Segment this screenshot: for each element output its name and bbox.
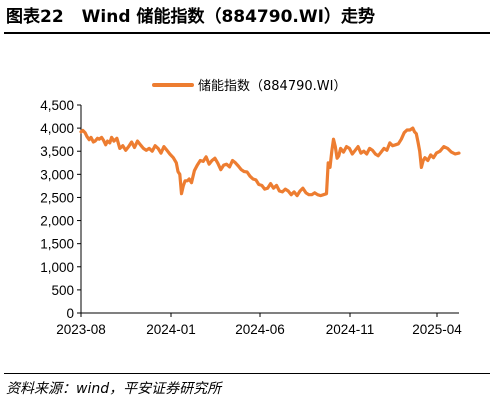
x-tick-label: 2024-11 xyxy=(326,322,375,337)
y-tick-label: 4,000 xyxy=(40,121,74,136)
y-tick-label: 0 xyxy=(66,306,74,321)
x-tick-label: 2025-04 xyxy=(412,322,462,337)
x-tick-label: 2023-08 xyxy=(56,322,106,337)
y-tick-label: 4,500 xyxy=(40,98,74,113)
series-line xyxy=(79,126,461,198)
y-tick-label: 3,000 xyxy=(40,167,74,182)
y-tick-label: 3,500 xyxy=(40,144,74,159)
figure-title: Wind 储能指数（884790.WI）走势 xyxy=(81,7,375,27)
y-axis: 0 500 1,000 1,500 2,000 2,500 3,000 3,500 4,000 4… xyxy=(40,98,82,321)
chart-legend: 储能指数（884790.WI） xyxy=(152,79,346,94)
footer-rule xyxy=(4,373,490,374)
source-note: 资料来源：wind，平安证券研究所 xyxy=(6,381,222,397)
y-tick-label: 500 xyxy=(51,283,74,298)
x-axis: 2023-08 2024-01 2024-06 2024-11 2025-04 xyxy=(56,312,462,337)
header-rule xyxy=(4,32,490,34)
figure-header: 图表22 Wind 储能指数（884790.WI）走势 xyxy=(6,4,488,30)
y-tick-label: 1,500 xyxy=(40,237,74,252)
y-tick-label: 2,000 xyxy=(40,214,74,229)
line-chart: 储能指数（884790.WI） 0 500 1,000 1,500 2,000 2,500… xyxy=(40,79,462,337)
legend-label: 储能指数（884790.WI） xyxy=(198,79,346,94)
x-tick-label: 2024-06 xyxy=(235,322,285,337)
x-tick-label: 2024-01 xyxy=(146,322,196,337)
y-tick-label: 1,000 xyxy=(40,260,74,275)
figure-number: 图表22 xyxy=(6,7,64,27)
y-tick-label: 2,500 xyxy=(40,190,74,205)
